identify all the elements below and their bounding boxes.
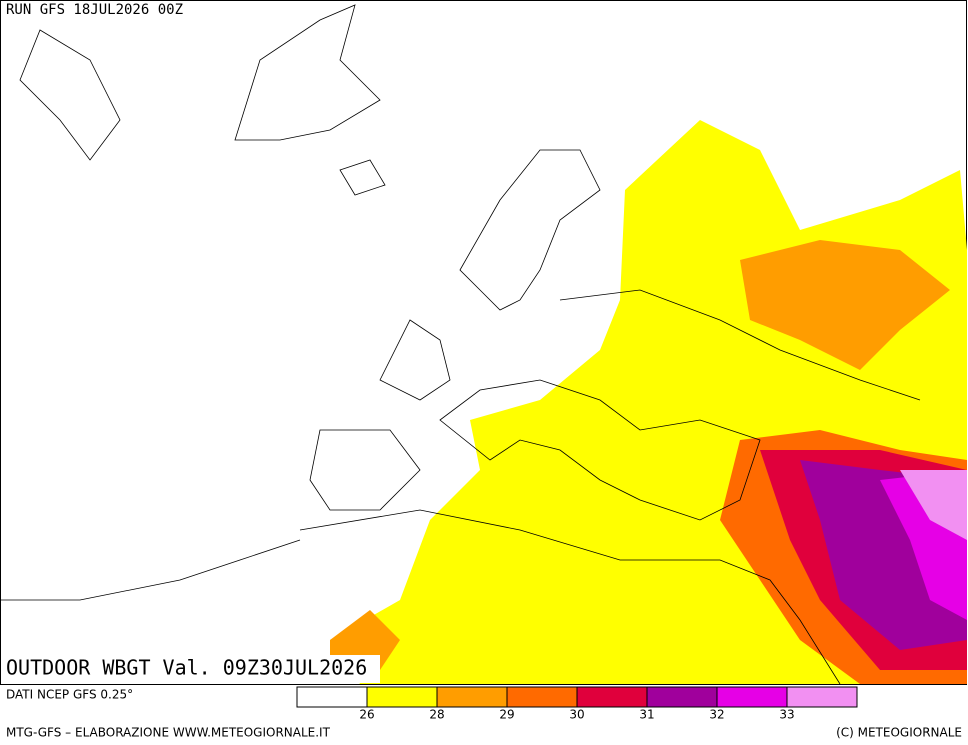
colorbar-label: 26 [359, 708, 374, 722]
colorbar-box [296, 686, 368, 708]
heat-fields [330, 120, 967, 684]
title-box [2, 655, 380, 683]
colorbar-box [716, 686, 788, 708]
zone-29 [740, 240, 950, 370]
colorbar-box [436, 686, 508, 708]
colorbar-box [786, 686, 858, 708]
footer-right: (C) METEOGIORNALE [836, 726, 962, 740]
colorbar-box [506, 686, 578, 708]
footer-left: MTG-GFS – ELABORAZIONE WWW.METEOGIORNALE… [6, 726, 331, 740]
colorbar-label: 32 [709, 708, 724, 722]
colorbar: 26 28 29 30 31 32 33 [296, 686, 858, 722]
colorbar-label: 33 [779, 708, 794, 722]
colorbar-box [576, 686, 648, 708]
source-label: DATI NCEP GFS 0.25° [6, 688, 133, 702]
colorbar-label: 28 [429, 708, 444, 722]
run-label: RUN GFS 18JUL2026 00Z [6, 2, 183, 18]
coastlines [0, 4, 921, 685]
colorbar-label: 31 [639, 708, 654, 722]
colorbar-label: 30 [569, 708, 584, 722]
colorbar-box [366, 686, 438, 708]
colorbar-box [646, 686, 718, 708]
colorbar-label: 29 [499, 708, 514, 722]
map-title: OUTDOOR WBGT Val. 09Z30JUL2026 [6, 656, 367, 680]
zone-34 [900, 470, 967, 540]
